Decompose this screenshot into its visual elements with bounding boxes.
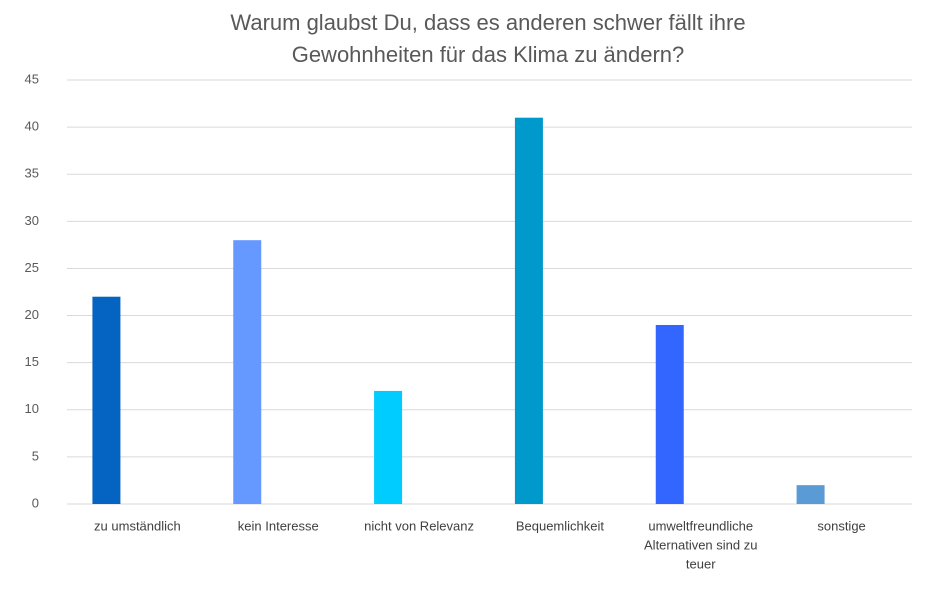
y-tick-label: 15 <box>25 354 39 369</box>
y-tick-label: 35 <box>25 166 39 181</box>
x-category-label: sonstige <box>817 518 865 533</box>
bar <box>374 390 403 504</box>
x-category-label: kein Interesse <box>238 518 319 533</box>
gridlines <box>67 79 912 505</box>
y-axis-tick-labels: 0 5 10 15 20 25 30 35 40 45 <box>25 71 39 510</box>
y-tick-label: 40 <box>25 119 39 134</box>
y-tick-label: 25 <box>25 260 39 275</box>
bar <box>796 485 825 504</box>
x-category-label: teuer <box>686 556 716 571</box>
x-axis-category-labels: zu umständlich kein Interesse nicht von Re… <box>94 518 866 571</box>
x-category-label: umweltfreundliche <box>648 518 753 533</box>
bar <box>92 296 121 504</box>
y-tick-label: 10 <box>25 401 39 416</box>
chart-title-line: Gewohnheiten für das Klima zu ändern? <box>292 42 685 67</box>
x-category-label: Alternativen sind zu <box>644 537 757 552</box>
y-tick-label: 45 <box>25 71 39 86</box>
chart-title: Warum glaubst Du, dass es anderen schwer… <box>230 10 745 67</box>
y-tick-label: 30 <box>25 213 39 228</box>
x-category-label: Bequemlichkeit <box>516 518 605 533</box>
chart-title-line: Warum glaubst Du, dass es anderen schwer… <box>230 10 745 35</box>
bars <box>92 117 825 504</box>
bar <box>655 324 684 504</box>
y-tick-label: 0 <box>32 495 39 510</box>
y-tick-label: 20 <box>25 307 39 322</box>
bar <box>514 117 543 504</box>
y-tick-label: 5 <box>32 448 39 463</box>
bar <box>233 240 262 504</box>
x-category-label: nicht von Relevanz <box>364 518 474 533</box>
x-category-label: zu umständlich <box>94 518 181 533</box>
